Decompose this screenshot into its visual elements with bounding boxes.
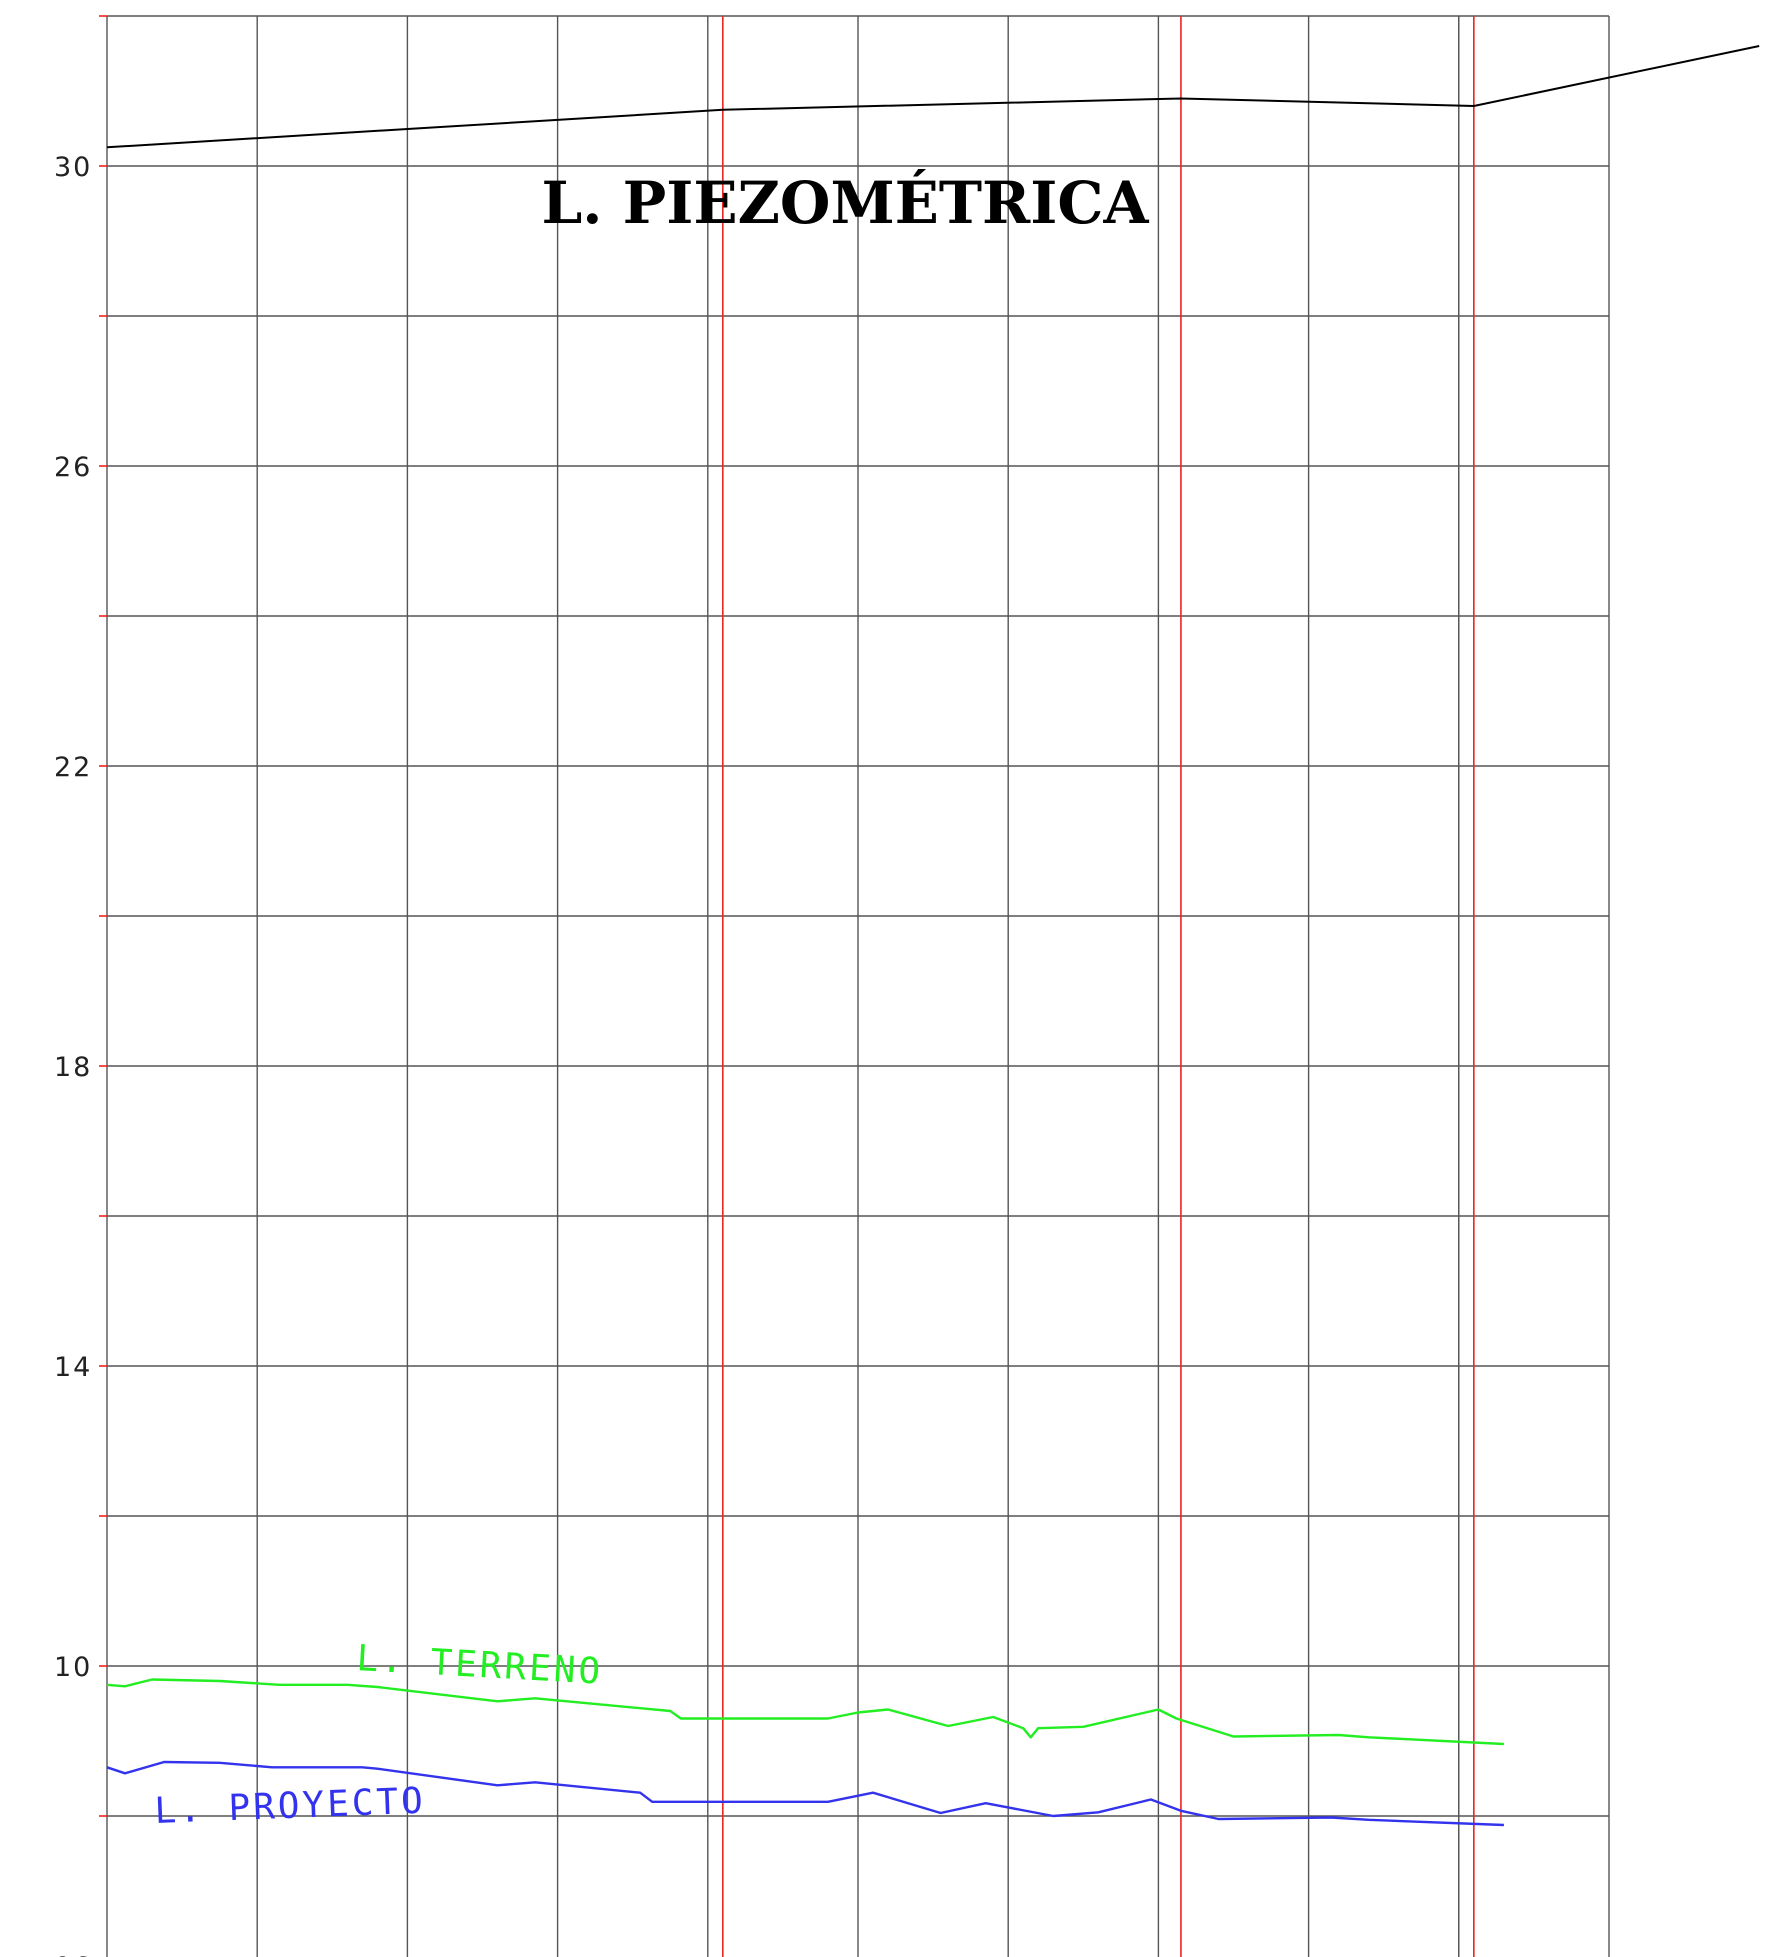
terreno-label: L. TERRENO bbox=[355, 1638, 604, 1693]
y-tick-label: 30 bbox=[54, 152, 92, 183]
grid bbox=[106, 15, 1610, 1957]
y-tick-label: 22 bbox=[54, 752, 92, 783]
proyecto-label: L. PROYECTO bbox=[154, 1781, 427, 1832]
terreno-line bbox=[106, 1678, 1504, 1746]
y-tick-label: 18 bbox=[54, 1052, 92, 1083]
piezometrica-line bbox=[106, 45, 1760, 149]
y-tick-label: 06 bbox=[54, 1952, 92, 1957]
y-tick-label: 26 bbox=[54, 452, 92, 483]
y-axis: 30 26 22 18 14 10 06 bbox=[54, 15, 107, 1957]
reference-lines bbox=[722, 16, 1475, 1957]
series bbox=[106, 45, 1760, 1827]
y-tick-label: 10 bbox=[54, 1652, 92, 1683]
proyecto-line bbox=[106, 1760, 1504, 1827]
y-tick-label: 14 bbox=[54, 1352, 92, 1383]
chart-title: L. PIEZOMÉTRICA bbox=[541, 169, 1149, 237]
